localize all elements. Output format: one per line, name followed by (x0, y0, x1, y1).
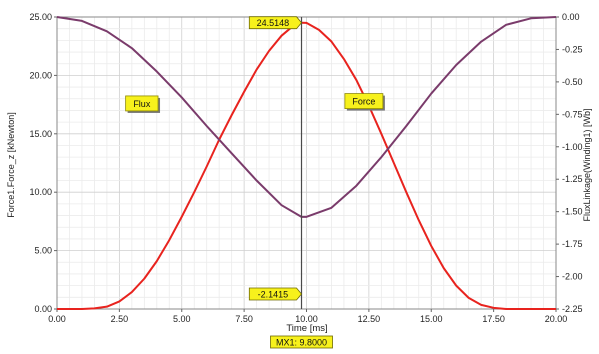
y-left-tick-label: 15.00 (29, 129, 52, 139)
y-axis-left-title: Force1.Force_z [kNewton] (6, 112, 16, 218)
series-label: Force (352, 97, 375, 107)
marker-value-label: 24.5148 (257, 18, 290, 28)
y-right-tick-label: -1.75 (562, 239, 583, 249)
y-right-tick-label: -1.00 (562, 142, 583, 152)
y-right-tick-label: 0.00 (562, 12, 580, 22)
series-label-box (344, 93, 384, 109)
x-tick-label: 15.00 (420, 314, 443, 324)
series-line-flux (56, 16, 557, 218)
y-right-tick-label: -0.75 (562, 109, 583, 119)
series-labels: Flux Force (125, 93, 385, 113)
y-right-tick-label: -2.00 (562, 272, 583, 282)
x-tick-label: 5.00 (173, 314, 191, 324)
y-axis-right-title: FluxLinkage(Winding1) [Wb] (582, 108, 592, 221)
marker[interactable]: 24.5148 -2.1415 MX1: 9.8000 (248, 16, 333, 349)
grid (57, 17, 556, 309)
series-label: Flux (133, 99, 151, 109)
y-left-tick-label: 25.00 (29, 12, 52, 22)
marker-label-box[interactable] (270, 335, 333, 349)
x-tick-label: 20.00 (545, 314, 568, 324)
y-left-tick-label: 5.00 (34, 246, 52, 256)
series-label-box (125, 95, 159, 112)
y-right-tick-label: -0.50 (562, 77, 583, 87)
x-axis-title: Time [ms] (286, 323, 327, 334)
marker-value-tag (248, 16, 303, 30)
x-tick-label: 2.50 (111, 314, 129, 324)
y-left-tick-label: 20.00 (29, 70, 52, 80)
y-right-tick-label: -2.25 (562, 304, 583, 314)
x-tick-label: 17.50 (482, 314, 505, 324)
axes: 0.00 2.50 5.00 7.50 10.00 12.50 15.00 17.50 20.0… (29, 12, 582, 324)
x-tick-label: 0.00 (48, 314, 66, 324)
y-right-tick-label: -1.25 (562, 174, 583, 184)
x-tick-label: 10.00 (295, 314, 318, 324)
y-right-tick-label: -1.50 (562, 207, 583, 217)
y-left-tick-label: 0.00 (34, 304, 52, 314)
x-tick-label: 12.50 (358, 314, 381, 324)
y-left-tick-label: 10.00 (29, 187, 52, 197)
marker-value-tag (248, 287, 303, 301)
y-right-tick-label: -0.25 (562, 44, 583, 54)
marker-value-label: -2.1415 (258, 290, 289, 300)
marker-label[interactable]: MX1: 9.8000 (276, 338, 327, 348)
x-tick-label: 7.50 (235, 314, 253, 324)
